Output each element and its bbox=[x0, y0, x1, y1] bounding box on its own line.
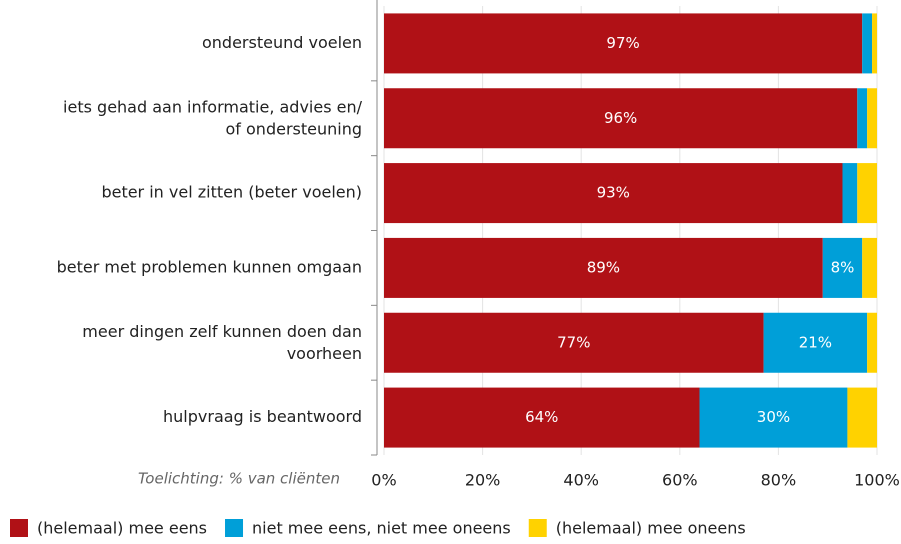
bar-segment bbox=[822, 237, 863, 298]
x-tick-label: 80% bbox=[761, 471, 797, 490]
x-tick-label: 60% bbox=[662, 471, 698, 490]
x-tick-label: 20% bbox=[465, 471, 501, 490]
x-tick-label: 100% bbox=[854, 471, 900, 490]
legend-label: niet mee eens, niet mee oneens bbox=[252, 519, 511, 538]
bar-segment bbox=[862, 237, 877, 298]
value-label: 96% bbox=[604, 109, 637, 127]
value-label: 21% bbox=[799, 333, 832, 351]
bar-segment bbox=[384, 163, 843, 224]
value-label: 93% bbox=[597, 184, 630, 202]
x-tick-label: 40% bbox=[563, 471, 599, 490]
y-tick-label: beter in vel zitten (beter voelen) bbox=[101, 183, 362, 202]
legend-label: (helemaal) mee oneens bbox=[556, 519, 746, 538]
x-tick-label: 0% bbox=[371, 471, 396, 490]
value-label: 77% bbox=[557, 333, 590, 351]
y-tick-label: beter met problemen kunnen omgaan bbox=[57, 257, 362, 276]
bar-segment bbox=[384, 88, 858, 149]
bar-segment bbox=[867, 312, 877, 373]
bar-segment bbox=[862, 13, 873, 74]
y-tick-label: ondersteund voelen bbox=[202, 33, 362, 52]
bar-segment bbox=[857, 163, 877, 224]
bar-segment bbox=[384, 13, 863, 74]
bar-segment bbox=[847, 387, 877, 448]
bar-segment bbox=[384, 387, 700, 448]
y-tick-label: meer dingen zelf kunnen doen dan voorheen bbox=[82, 321, 362, 362]
bar-segment bbox=[872, 13, 877, 74]
legend-swatch bbox=[10, 519, 28, 537]
bar-segment bbox=[842, 163, 858, 224]
legend-label: (helemaal) mee eens bbox=[37, 519, 207, 538]
value-label: 64% bbox=[525, 408, 558, 426]
legend-swatch bbox=[225, 519, 244, 537]
value-label: 89% bbox=[587, 258, 620, 276]
note: Toelichting: % van cliënten bbox=[138, 470, 340, 488]
value-label: 8% bbox=[831, 258, 855, 276]
bar-segment bbox=[763, 312, 868, 373]
y-tick-label: hulpvraag is beantwoord bbox=[163, 407, 362, 426]
bar-segment bbox=[384, 312, 764, 373]
legend-swatch bbox=[528, 519, 547, 537]
value-label: 30% bbox=[757, 408, 790, 426]
y-tick-label: iets gehad aan informatie, advies en/of … bbox=[63, 97, 363, 138]
value-label: 97% bbox=[606, 34, 639, 52]
bar-segment bbox=[857, 88, 868, 149]
bar-segment bbox=[699, 387, 848, 448]
bar-segment bbox=[867, 88, 877, 149]
bar-segment bbox=[384, 237, 823, 298]
